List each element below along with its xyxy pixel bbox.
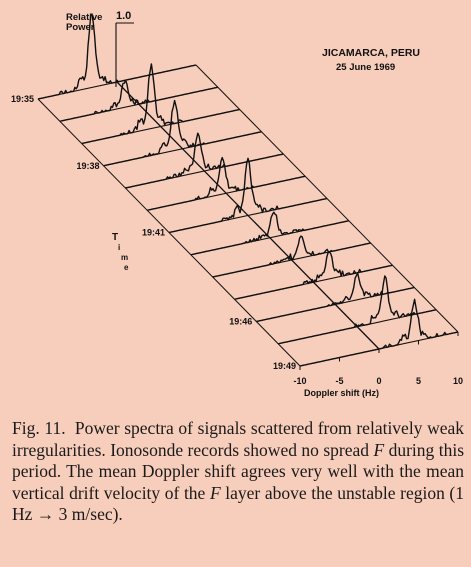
spectrum-trace-7 [190, 211, 349, 256]
doppler-tick-label-3: 5 [416, 376, 421, 386]
time-axis-letter-2: m [121, 253, 128, 262]
spectrum-trace-0 [37, 13, 197, 100]
time-axis-letter-0: T [112, 232, 118, 243]
time-label-3: 19:46 [229, 317, 252, 327]
caption-f-symbol-1: F [373, 439, 385, 460]
spectrum-trace-10 [256, 272, 415, 323]
y-axis-value-label: 1.0 [116, 10, 131, 22]
spectrum-trace-11 [278, 275, 437, 345]
spectrum-trace-3 [103, 99, 262, 167]
spectrum-trace-5 [147, 156, 306, 211]
doppler-tick-label-4: 10 [453, 376, 463, 386]
figure-panel: Relative Power 1.0 JICAMARCA, PERU 25 Ju… [11, 10, 463, 398]
caption-text-3: layer above the unstable region (1 Hz → … [12, 482, 464, 525]
spectrum-trace-12 [299, 298, 459, 367]
time-label-4: 19:49 [273, 361, 296, 371]
caption-f-symbol-2: F [209, 482, 221, 503]
doppler-guide-1 [116, 81, 380, 350]
caption-text-1: Power spectra of signals scattered from … [12, 418, 464, 460]
time-label-2: 19:41 [142, 228, 165, 238]
doppler-tick-label-2: 0 [376, 376, 381, 386]
spectrum-trace-9 [234, 251, 393, 300]
spectrum-trace-2 [81, 63, 240, 145]
doppler-tick-label-1: -5 [335, 376, 343, 386]
spectra-traces [37, 13, 459, 367]
caption-text-2: during this period. The mean Doppler shi… [12, 439, 465, 503]
spectrum-trace-4 [125, 132, 284, 189]
figure-caption: Fig. 11. Power spectra of signals scatte… [12, 418, 464, 526]
site-label: JICAMARCA, PERU [322, 47, 420, 59]
doppler-axis-label: Doppler shift (Hz) [304, 388, 379, 398]
waterfall-plot: Relative Power 1.0 JICAMARCA, PERU 25 Ju… [11, 10, 463, 398]
date-label: 25 June 1969 [336, 62, 395, 73]
spectrum-trace-1 [59, 79, 218, 122]
time-axis-letter-1: i [118, 243, 120, 252]
caption-label: Fig. 11. [12, 418, 66, 438]
spectrum-trace-8 [212, 235, 371, 278]
doppler-tick-label-0: -10 [293, 376, 306, 386]
time-axis-letter-3: e [124, 263, 129, 272]
time-label-0: 19:35 [11, 94, 34, 104]
time-label-1: 19:38 [76, 161, 99, 171]
y-axis-title-line2: Power [66, 22, 95, 33]
spectrum-trace-6 [168, 157, 328, 234]
plot-labels: Relative Power 1.0 JICAMARCA, PERU 25 Ju… [11, 10, 463, 398]
y-axis-title-line1: Relative [66, 12, 102, 23]
